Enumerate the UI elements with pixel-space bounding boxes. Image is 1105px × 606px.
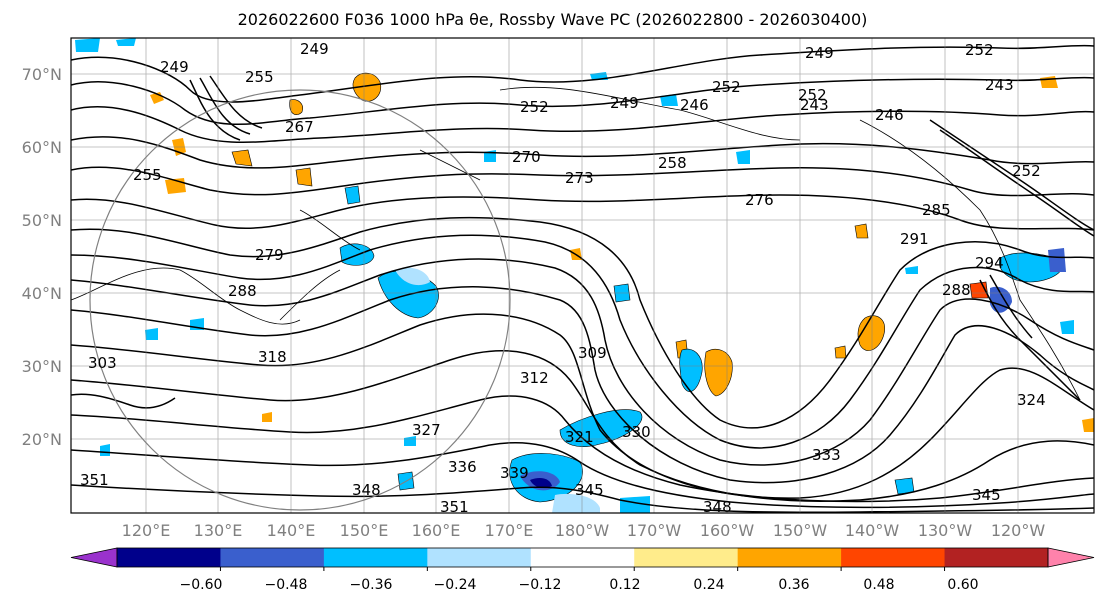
lon-label: 150°W — [773, 521, 828, 540]
contour-label: 243 — [800, 96, 829, 114]
map-frame — [70, 37, 1095, 514]
colorbar-tick: −0.24 — [434, 577, 477, 593]
lon-label: 170°E — [485, 521, 534, 540]
contour-label: 312 — [520, 369, 549, 387]
contour-label: 348 — [703, 498, 732, 516]
contour-label: 249 — [160, 58, 189, 76]
lon-label: 160°W — [700, 521, 755, 540]
colorbar-tick: 0.36 — [778, 577, 809, 593]
contour-label: 285 — [922, 201, 951, 219]
longitude-labels: 120°E 130°E 140°E 150°E 160°E 170°E 180°… — [122, 521, 1046, 540]
colorbar-segment — [220, 548, 325, 567]
lon-label: 120°W — [991, 521, 1046, 540]
colorbar-segment — [427, 548, 532, 567]
lat-label: 70°N — [22, 65, 62, 84]
contour-label: 252 — [1012, 162, 1041, 180]
contour-label: 267 — [285, 118, 314, 136]
lon-label: 150°E — [340, 521, 389, 540]
theta-e-contours — [71, 44, 1094, 513]
colorbar-segment — [530, 548, 635, 567]
contour-label: 294 — [975, 254, 1004, 272]
colorbar-segment — [117, 548, 221, 567]
colorbar-tick: −0.12 — [519, 577, 562, 593]
contour-label: 327 — [412, 421, 441, 439]
colorbar-tick: 0.60 — [947, 577, 978, 593]
latitude-labels: 70°N 60°N 50°N 40°N 30°N 20°N — [22, 65, 62, 449]
contour-label: 252 — [520, 98, 549, 116]
contour-label: 255 — [133, 166, 162, 184]
contour-label: 246 — [680, 96, 709, 114]
colorbar-tick: 0.48 — [863, 577, 894, 593]
lat-label: 40°N — [22, 284, 62, 303]
contour-label: 291 — [900, 230, 929, 248]
contour-label: 279 — [255, 246, 284, 264]
colorbar-segment — [737, 548, 842, 567]
contour-label: 321 — [565, 428, 594, 446]
lat-label: 30°N — [22, 357, 62, 376]
colorbar — [70, 547, 1095, 571]
lon-label: 120°E — [122, 521, 171, 540]
contour-label: 309 — [578, 344, 607, 362]
contour-label: 324 — [1017, 391, 1046, 409]
gridlines — [71, 38, 1094, 513]
lat-label: 60°N — [22, 138, 62, 157]
contour-label: 246 — [875, 106, 904, 124]
lat-label: 50°N — [22, 211, 62, 230]
colorbar-tick: −0.48 — [265, 577, 308, 593]
colorbar-segment — [944, 548, 1049, 567]
lon-label: 140°W — [845, 521, 900, 540]
colorbar-segment — [323, 548, 428, 567]
contour-label: 249 — [300, 40, 329, 58]
colorbar-tick: 0.24 — [693, 577, 724, 593]
contour-label: 336 — [448, 458, 477, 476]
colorbar-tick: −0.60 — [180, 577, 223, 593]
colorbar-extend-max — [1047, 547, 1095, 568]
colorbar-frame — [116, 547, 1049, 568]
contour-labels: 249 252 255 267 249 255 252 249 246 252 … — [80, 40, 1046, 516]
contour-label: 273 — [565, 169, 594, 187]
colorbar-extend-min — [70, 547, 118, 568]
lon-label: 180°W — [555, 521, 610, 540]
contour-label: 288 — [942, 281, 971, 299]
colorbar-segment — [841, 548, 946, 567]
contour-label: 330 — [622, 423, 651, 441]
contour-label: 249 — [805, 44, 834, 62]
lon-label: 170°W — [627, 521, 682, 540]
colorbar-tick: 0.12 — [609, 577, 640, 593]
reference-circle — [89, 89, 511, 511]
colorbar-ticks: −0.60 −0.48 −0.36 −0.24 −0.12 0.12 0.24 … — [180, 577, 979, 593]
map-title: 2026022600 F036 1000 hPa θe, Rossby Wave… — [237, 10, 868, 29]
lon-label: 130°W — [918, 521, 973, 540]
contour-label: 288 — [228, 282, 257, 300]
contour-label: 255 — [245, 68, 274, 86]
contour-label: 249 — [610, 94, 639, 112]
contour-label: 252 — [965, 41, 994, 59]
contour-label: 258 — [658, 154, 687, 172]
contour-label: 345 — [575, 481, 604, 499]
contour-label: 339 — [500, 464, 529, 482]
lon-label: 140°E — [267, 521, 316, 540]
contour-label: 351 — [80, 471, 109, 489]
lon-label: 160°E — [412, 521, 461, 540]
contour-label: 351 — [440, 498, 469, 516]
contour-label: 270 — [512, 148, 541, 166]
contour-label: 333 — [812, 446, 841, 464]
coastlines — [71, 86, 1081, 401]
colorbar-tick: −0.36 — [350, 577, 393, 593]
contour-label: 252 — [798, 86, 827, 104]
colorbar-segment — [634, 548, 739, 567]
contour-label: 318 — [258, 348, 287, 366]
contour-label: 243 — [985, 76, 1014, 94]
contour-label: 276 — [745, 191, 774, 209]
lat-label: 20°N — [22, 430, 62, 449]
contour-label: 345 — [972, 486, 1001, 504]
contour-label: 303 — [88, 354, 117, 372]
contour-label: 348 — [352, 481, 381, 499]
lon-label: 130°E — [194, 521, 243, 540]
contour-label: 252 — [712, 78, 741, 96]
